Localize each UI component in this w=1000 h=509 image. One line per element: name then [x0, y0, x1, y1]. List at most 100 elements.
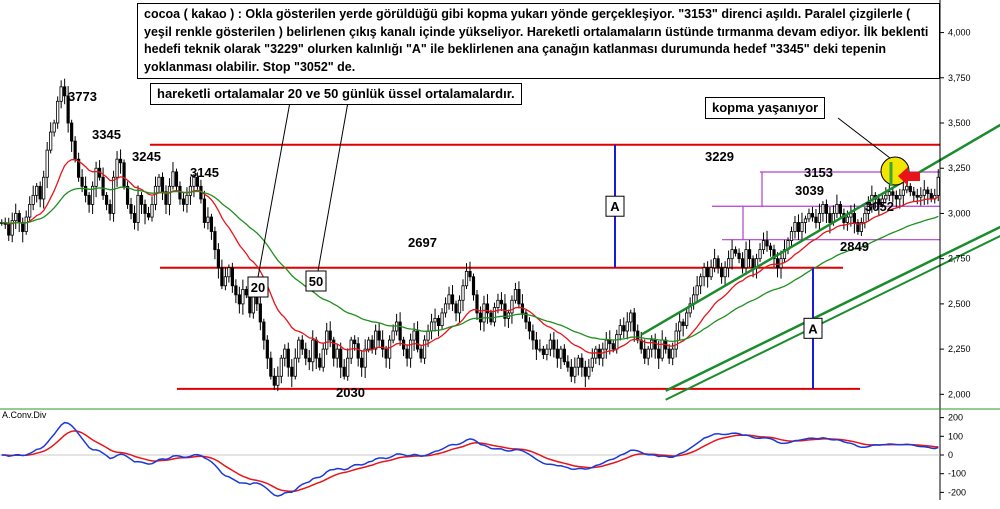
candle-body — [353, 339, 357, 345]
candle-body — [374, 330, 378, 350]
candle-body — [817, 213, 822, 223]
candle-body — [153, 185, 158, 205]
candle-body — [115, 158, 119, 178]
candle-body — [688, 303, 692, 314]
candle-body — [223, 276, 227, 287]
candle-body — [901, 189, 905, 196]
candle-body — [891, 191, 895, 196]
height-tag-box — [803, 317, 823, 339]
candle-body — [548, 339, 552, 350]
candle-body — [84, 185, 88, 196]
candle-body — [912, 191, 916, 196]
candle-body — [339, 348, 343, 368]
candle-body — [426, 330, 430, 341]
candle-body — [719, 267, 724, 278]
candle-body — [471, 276, 476, 296]
ma-note-pointer-1 — [257, 101, 291, 278]
candle-body — [447, 294, 451, 305]
candle-body — [346, 357, 350, 377]
candle-body — [650, 339, 654, 350]
candle-body — [887, 191, 891, 196]
candle-body — [552, 339, 556, 350]
level-label: 3153 — [804, 165, 833, 180]
candle-body — [461, 285, 465, 301]
candle-body — [220, 267, 224, 287]
candle-body — [545, 348, 549, 355]
y-tick-label: 3,000 — [948, 208, 971, 218]
candle-body — [422, 339, 427, 359]
candle-body — [573, 366, 577, 377]
candle-body — [538, 348, 542, 351]
candle-body — [562, 348, 566, 363]
candle-body — [91, 185, 95, 205]
candle-body — [908, 185, 912, 193]
candle-body — [262, 321, 266, 341]
ma20-line — [1, 159, 939, 354]
candle-body — [807, 213, 811, 220]
candle-body — [290, 366, 294, 377]
channel-lower-line — [665, 225, 1000, 392]
candle-body — [216, 249, 221, 269]
candle-body — [863, 213, 867, 223]
analysis-note: cocoa ( kakao ) : Okla gösterilen yerde … — [137, 3, 940, 79]
candle-body — [810, 213, 815, 218]
candle-body — [859, 222, 863, 232]
candle-body — [80, 176, 84, 187]
candle-body — [534, 339, 538, 350]
candle-body — [510, 299, 514, 314]
candle-body — [164, 191, 168, 205]
candle-body — [632, 312, 636, 332]
height-tag-box — [605, 195, 625, 217]
candle-body — [370, 339, 374, 350]
candle-body — [300, 339, 304, 350]
candle-body — [583, 366, 587, 377]
candle-body — [929, 193, 933, 200]
candle-body — [681, 321, 685, 326]
breakout-pointer — [837, 117, 891, 159]
candle-body — [894, 194, 898, 200]
candle-body — [566, 361, 570, 368]
candle-body — [482, 303, 486, 323]
level-label: 3039 — [795, 183, 824, 198]
candle-body — [213, 231, 217, 251]
candle-body — [852, 213, 856, 223]
ma-note-pointer-2 — [317, 101, 349, 272]
candle-body — [38, 185, 42, 200]
candle-body — [17, 213, 21, 223]
candle-body — [772, 249, 776, 260]
y-tick-label: 2,750 — [948, 254, 971, 264]
level-label: 3229 — [705, 149, 734, 164]
ma20-tag: 20 — [251, 280, 265, 295]
candle-body — [321, 348, 325, 368]
candle-body — [821, 204, 825, 214]
candle-body — [388, 339, 392, 359]
macd-tick-label: 200 — [948, 413, 963, 423]
candle-body — [14, 213, 18, 222]
candle-body — [594, 348, 598, 359]
candle-body — [45, 149, 49, 178]
candle-body — [419, 348, 423, 359]
y-tick-label: 2,250 — [948, 344, 971, 354]
candle-body — [237, 294, 241, 305]
candle-body — [744, 249, 748, 269]
candle-body — [234, 285, 238, 296]
channel-upper-line — [640, 123, 1000, 336]
candle-body — [524, 312, 528, 323]
candle-body — [101, 176, 105, 196]
candle-body — [824, 204, 829, 214]
candle-body — [269, 357, 273, 377]
candle-body — [185, 194, 189, 205]
candle-body — [318, 357, 322, 368]
candle-body — [803, 218, 808, 223]
candle-body — [227, 267, 231, 278]
candle-body — [580, 357, 584, 368]
candlestick-series — [0, 78, 940, 392]
candle-body — [643, 348, 647, 359]
candle-body — [527, 321, 532, 332]
candle-body — [478, 312, 483, 323]
indicator-title: A.Conv.Div — [2, 410, 47, 420]
candle-body — [517, 289, 521, 305]
candle-body — [286, 348, 290, 368]
candle-body — [31, 194, 35, 205]
candle-body — [765, 240, 769, 247]
